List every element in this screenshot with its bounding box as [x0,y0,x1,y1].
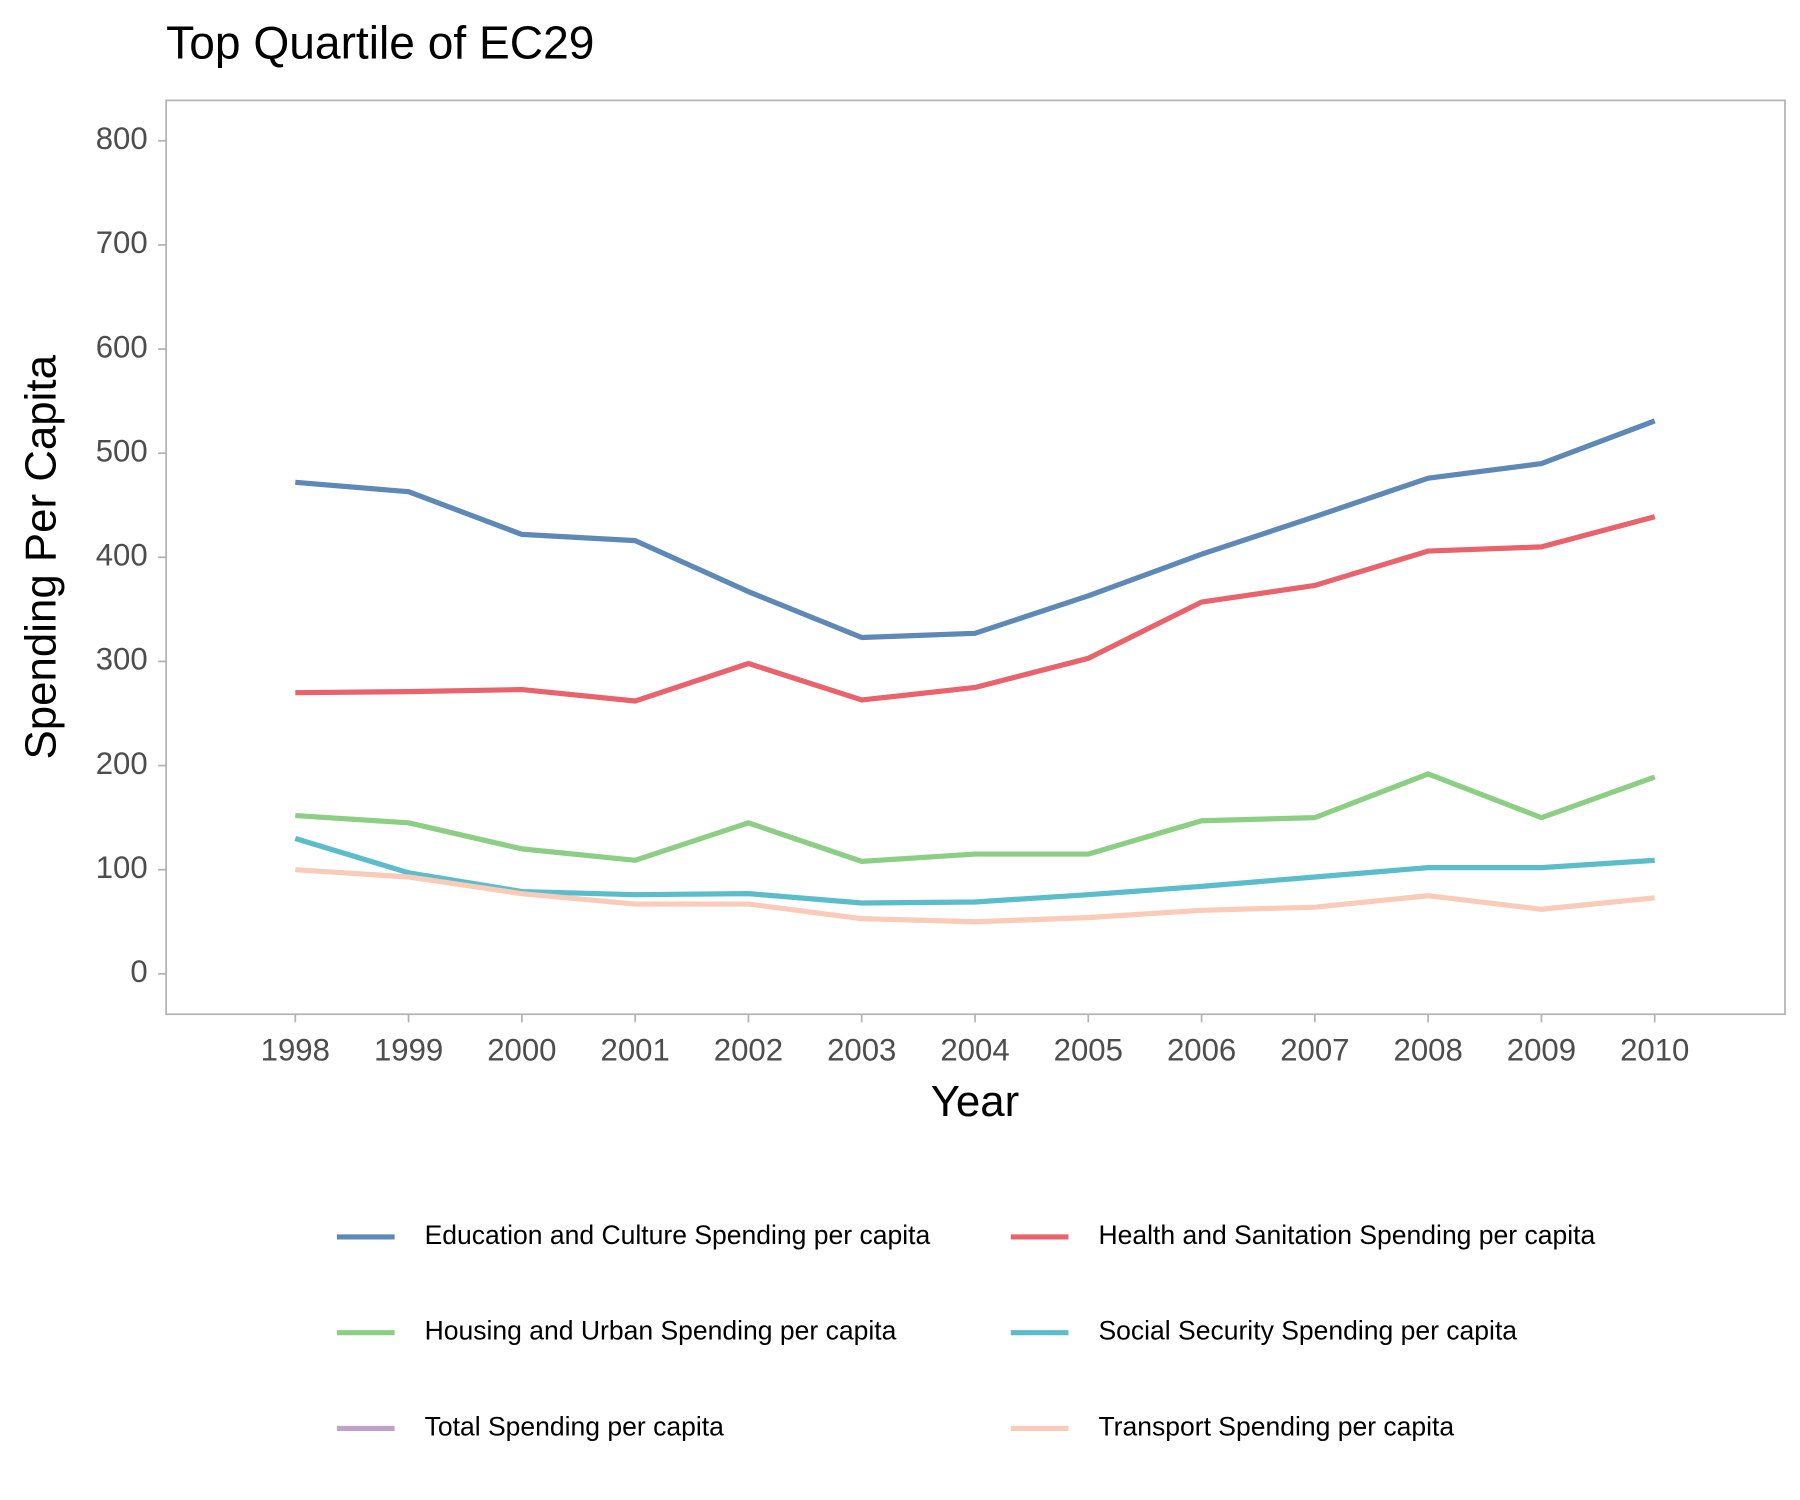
y-tick-label: 800 [96,121,148,156]
x-tick-label: 2005 [1054,1033,1123,1068]
series-line [295,771,1656,864]
y-tick-label: 100 [96,850,148,885]
x-tick-label: 2006 [1167,1033,1236,1068]
series-line [294,835,1655,906]
x-tick-label: 2001 [601,1033,670,1068]
legend-label: Transport Spending per capita [1098,1411,1454,1441]
series-line [295,514,1656,704]
legend-label: Education and Culture Spending per capit… [425,1220,931,1250]
y-tick-label: 400 [96,538,148,573]
x-axis-title: Year [931,1077,1020,1126]
x-tick-label: 2009 [1507,1033,1576,1068]
chart-title: Top Quartile of EC29 [166,16,594,68]
x-tick-label: 2002 [714,1033,783,1068]
y-axis-title: Spending Per Capita [16,354,65,759]
x-tick-label: 2010 [1620,1033,1689,1068]
legend-label: Total Spending per capita [425,1411,724,1441]
x-tick-label: 2000 [487,1033,556,1068]
x-tick-label: 2008 [1394,1033,1463,1068]
legend-label: Housing and Urban Spending per capita [425,1316,897,1346]
y-tick-label: 200 [96,746,148,781]
series-line [295,418,1656,641]
x-tick-label: 1998 [261,1033,330,1068]
x-tick-label: 1999 [374,1033,443,1068]
y-tick-label: 300 [96,642,148,677]
y-tick-label: 700 [96,225,148,260]
legend-label: Health and Sanitation Spending per capit… [1098,1220,1595,1250]
y-tick-label: 500 [96,433,148,468]
y-tick-label: 0 [130,954,147,989]
series-line [295,867,1655,925]
x-tick-label: 2003 [827,1033,896,1068]
x-tick-label: 2007 [1280,1033,1349,1068]
x-tick-label: 2004 [940,1033,1009,1068]
y-tick-label: 600 [96,329,148,364]
legend-label: Social Security Spending per capita [1098,1316,1517,1346]
